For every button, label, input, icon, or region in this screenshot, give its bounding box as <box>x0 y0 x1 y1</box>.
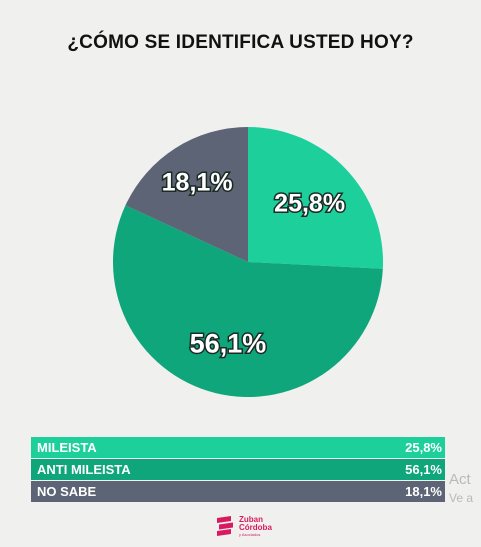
logo-text-line-2: Córdoba <box>239 522 272 532</box>
pie-slice-anti-mileista <box>112 205 383 397</box>
legend: MILEISTA 25,8% ANTI MILEISTA 56,1% NO SA… <box>31 437 445 503</box>
pie-chart: 25,8% 56,1% 18,1% <box>112 127 383 397</box>
legend-row-no-sabe: NO SABE 18,1% <box>31 481 445 502</box>
legend-value-anti-mileista: 56,1% <box>405 462 442 477</box>
logo-mark-icon <box>217 516 233 536</box>
pie-label-mileista: 25,8% <box>274 189 345 217</box>
legend-label-anti-mileista: ANTI MILEISTA <box>37 462 131 477</box>
legend-value-no-sabe: 18,1% <box>405 484 442 499</box>
legend-row-anti-mileista: ANTI MILEISTA 56,1% <box>31 459 445 480</box>
legend-label-no-sabe: NO SABE <box>37 484 97 499</box>
pie-slice-mileista <box>248 127 383 269</box>
watermark-line-1: Act <box>449 471 471 488</box>
logo-text-line-1: Zuban <box>239 514 263 524</box>
pie-label-anti-mileista: 56,1% <box>190 328 267 358</box>
watermark-line-2: Ve a <box>449 491 474 505</box>
legend-value-mileista: 25,8% <box>405 440 442 455</box>
legend-row-mileista: MILEISTA 25,8% <box>31 437 445 458</box>
zuban-cordoba-logo: Zuban Córdoba y Asociados <box>215 515 272 537</box>
activation-watermark: Act Ve a <box>449 470 473 508</box>
pie-slice-no-sabe <box>125 127 248 262</box>
legend-label-mileista: MILEISTA <box>37 440 97 455</box>
chart-title: ¿CÓMO SE IDENTIFICA USTED HOY? <box>67 32 414 53</box>
logo-text-line-3: y Asociados <box>239 531 261 537</box>
pie-label-no-sabe: 18,1% <box>162 168 233 196</box>
